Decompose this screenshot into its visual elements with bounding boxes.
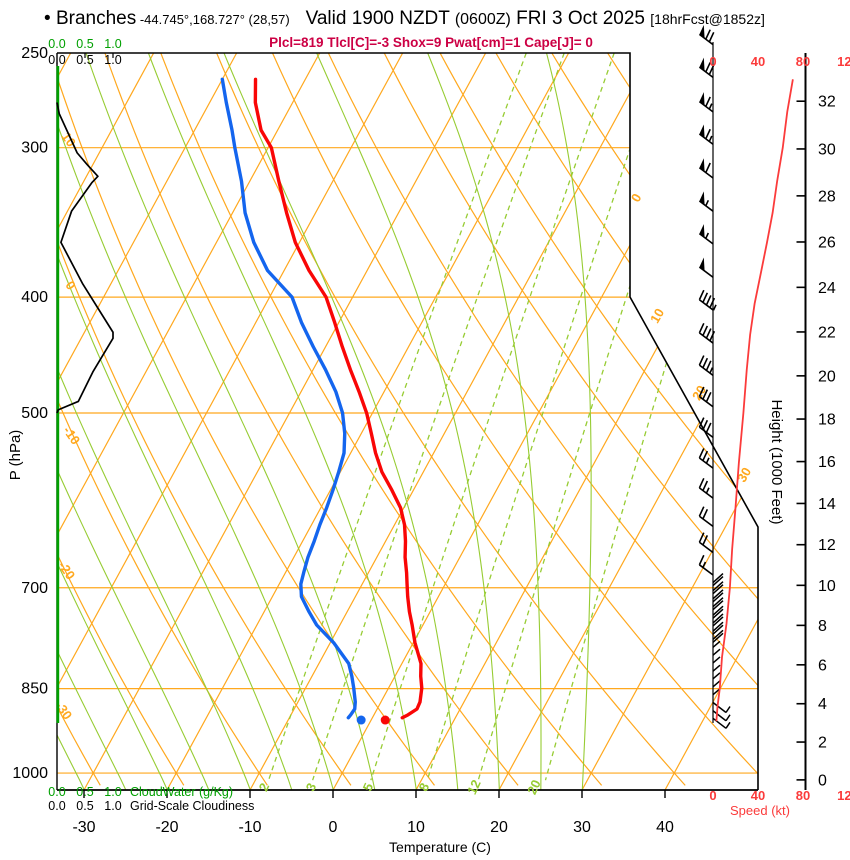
speed-axis: 0040408080120120Speed (kt) xyxy=(709,54,850,818)
valid-time: Valid 1900 NZDT xyxy=(289,8,455,29)
svg-text:0: 0 xyxy=(329,819,338,836)
svg-text:0.0: 0.0 xyxy=(48,53,65,67)
svg-text:80: 80 xyxy=(796,54,810,69)
svg-text:-20: -20 xyxy=(155,819,178,836)
svg-text:14: 14 xyxy=(818,496,836,513)
svg-text:250: 250 xyxy=(21,45,48,62)
surface-temperature-dot xyxy=(380,715,390,725)
height-axis-title: Height (1000 Feet) xyxy=(768,399,785,524)
temperature-axis-title: Temperature (C) xyxy=(389,839,491,855)
svg-text:0.5: 0.5 xyxy=(76,785,93,799)
svg-text:1.0: 1.0 xyxy=(104,53,121,67)
svg-text:10: 10 xyxy=(647,306,667,326)
valid-time-utc: (0600Z) xyxy=(454,11,511,28)
surface-dewpoint-dot xyxy=(356,715,366,725)
valid-date: FRI 3 Oct 2025 xyxy=(510,8,651,29)
svg-text:-30: -30 xyxy=(72,819,95,836)
svg-text:400: 400 xyxy=(21,289,48,306)
svg-text:-30: -30 xyxy=(52,698,75,722)
svg-text:0.0: 0.0 xyxy=(48,785,65,799)
svg-text:120: 120 xyxy=(837,54,850,69)
svg-text:3: 3 xyxy=(303,781,320,794)
svg-text:40: 40 xyxy=(751,788,765,803)
svg-text:20: 20 xyxy=(524,777,544,796)
svg-text:6: 6 xyxy=(818,657,827,674)
bullet-icon: • xyxy=(44,8,56,29)
svg-text:12: 12 xyxy=(818,537,836,554)
svg-text:12: 12 xyxy=(464,777,484,796)
plot-border xyxy=(56,52,759,798)
svg-text:0: 0 xyxy=(709,54,716,69)
svg-text:0.5: 0.5 xyxy=(76,37,93,51)
svg-text:20: 20 xyxy=(490,819,508,836)
svg-text:1.0: 1.0 xyxy=(104,799,121,813)
svg-text:0.0: 0.0 xyxy=(48,37,65,51)
svg-text:1000: 1000 xyxy=(12,765,48,782)
svg-text:40: 40 xyxy=(751,54,765,69)
pressure-axis: 250 300 400 500 700 850 1000 P (hPa) xyxy=(7,45,48,782)
wind-speed-profile xyxy=(715,79,794,722)
svg-text:-10: -10 xyxy=(60,423,83,447)
svg-text:32: 32 xyxy=(818,94,836,111)
cloudiness-scale-label: Grid-Scale Cloudiness xyxy=(130,799,254,813)
station-coordinates: -44.745°,168.727° (28,57) xyxy=(136,12,290,27)
svg-text:30: 30 xyxy=(818,141,836,158)
svg-text:300: 300 xyxy=(21,140,48,157)
svg-text:40: 40 xyxy=(656,819,674,836)
svg-text:-10: -10 xyxy=(238,819,261,836)
background-grid xyxy=(57,53,758,790)
speed-axis-title: Speed (kt) xyxy=(730,803,790,818)
svg-text:8: 8 xyxy=(818,618,827,635)
temperature-curve xyxy=(253,77,424,720)
svg-text:700: 700 xyxy=(21,580,48,597)
svg-text:30: 30 xyxy=(573,819,591,836)
svg-text:500: 500 xyxy=(21,405,48,422)
cloudiness-profile xyxy=(56,102,114,414)
svg-text:26: 26 xyxy=(818,234,836,251)
svg-text:1.0: 1.0 xyxy=(104,37,121,51)
svg-text:24: 24 xyxy=(818,280,836,297)
dewpoint-curve xyxy=(220,77,357,720)
wind-barbs xyxy=(698,24,731,729)
svg-text:0: 0 xyxy=(709,788,716,803)
cloudwater-scale-label: CloudWater (g/Kg) xyxy=(130,785,233,799)
svg-text:120: 120 xyxy=(837,788,850,803)
svg-text:20: 20 xyxy=(818,368,836,385)
sounding-indices: Plcl=819 Tlcl[C]=-3 Shox=9 Pwat[cm]=1 Ca… xyxy=(269,35,593,50)
station-name: Branches xyxy=(55,8,137,29)
svg-text:0.5: 0.5 xyxy=(76,53,93,67)
svg-text:0.5: 0.5 xyxy=(76,799,93,813)
svg-text:2: 2 xyxy=(256,781,273,794)
svg-text:4: 4 xyxy=(818,696,827,713)
svg-text:10: 10 xyxy=(407,819,425,836)
temperature-axis: -30 -20 -10 0 10 20 30 40 Temperature (C) xyxy=(72,819,674,855)
svg-text:0.0: 0.0 xyxy=(48,799,65,813)
svg-text:16: 16 xyxy=(818,454,836,471)
svg-text:80: 80 xyxy=(796,788,810,803)
svg-text:10: 10 xyxy=(818,578,836,595)
chart-title: • Branches -44.745°,168.727° (28,57) Val… xyxy=(44,8,765,30)
pressure-axis-title: P (hPa) xyxy=(7,430,24,481)
svg-text:22: 22 xyxy=(818,324,836,341)
svg-text:850: 850 xyxy=(21,681,48,698)
svg-text:1.0: 1.0 xyxy=(104,785,121,799)
svg-text:8: 8 xyxy=(416,781,433,794)
svg-text:2: 2 xyxy=(818,735,827,752)
svg-text:0: 0 xyxy=(818,772,827,789)
cloud-scales: 0.00.00.00.00.50.50.50.51.01.01.01.0Clou… xyxy=(48,37,254,813)
svg-text:18: 18 xyxy=(818,412,836,429)
forecast-hour: [18hrFcst@1852z] xyxy=(650,11,765,27)
svg-text:28: 28 xyxy=(818,188,836,205)
